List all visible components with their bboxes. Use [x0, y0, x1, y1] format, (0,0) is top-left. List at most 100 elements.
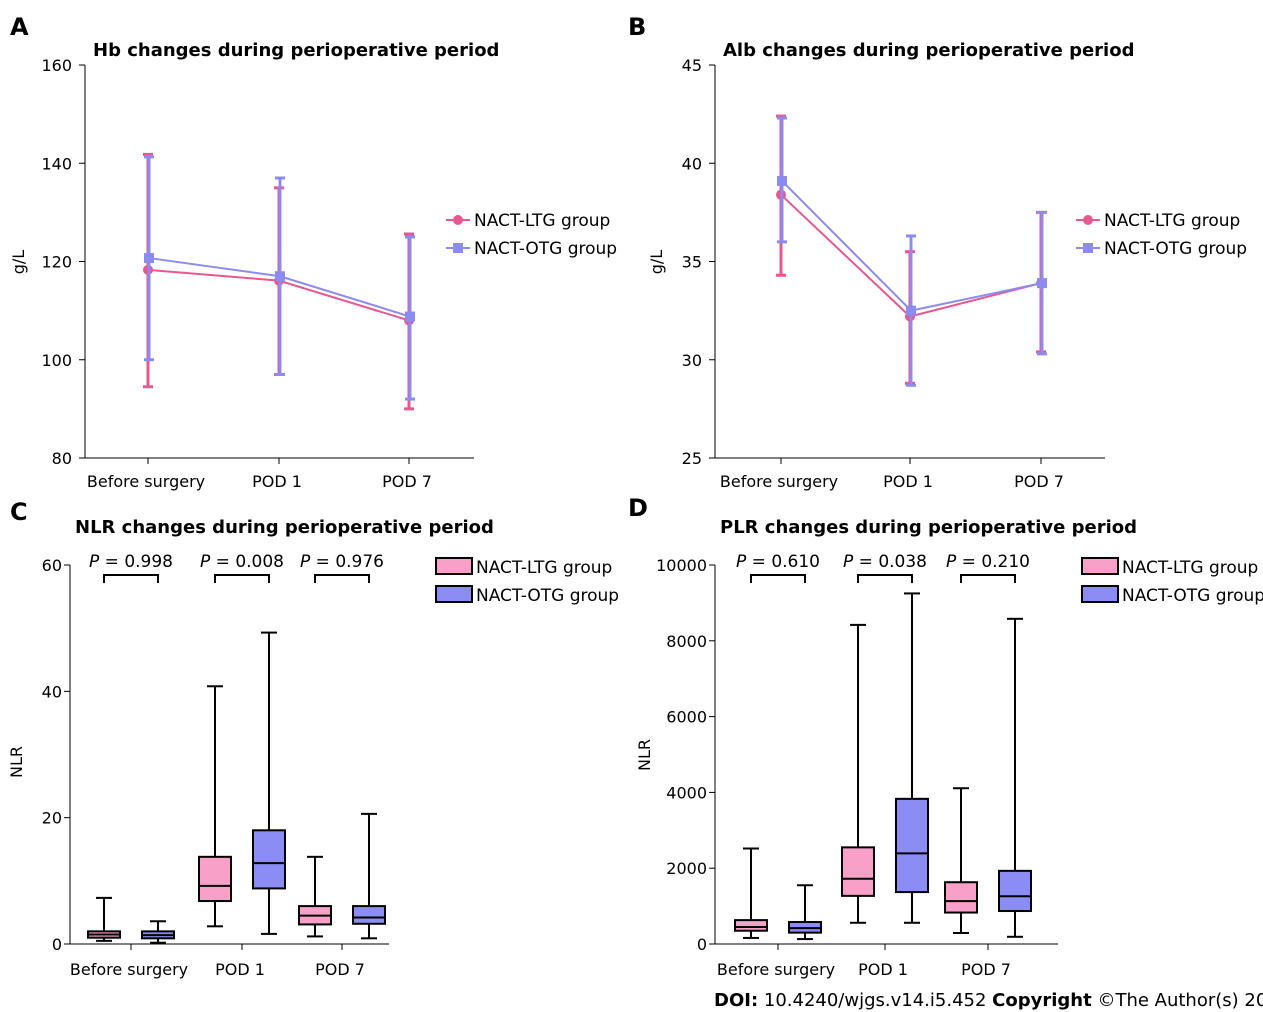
panel-d: D PLR changes during perioperative period…: [628, 494, 1263, 979]
legend-marker: [453, 243, 463, 253]
p-value-label: P = 0.976: [300, 552, 384, 572]
p-value-label: P = 0.210: [946, 552, 1030, 572]
y-tick-label: 45: [682, 56, 702, 75]
panel-letter: C: [10, 498, 28, 526]
significance-bracket: [960, 574, 1016, 583]
significance-bracket: [750, 574, 806, 583]
box: [944, 881, 978, 914]
legend-swatch: [435, 585, 473, 603]
y-axis-label: g/L: [9, 250, 28, 275]
x-tick-label: POD 1: [215, 960, 265, 979]
p-symbol: P: [200, 552, 211, 572]
x-tick-label: POD 1: [858, 960, 908, 979]
significance-bracket: [314, 574, 370, 583]
y-tick-label: 100: [41, 351, 72, 370]
data-point: [777, 175, 787, 186]
legend-swatch: [1081, 585, 1119, 603]
x-tick-label: Before surgery: [717, 960, 835, 979]
y-tick-label: 2000: [666, 859, 707, 878]
chart-title: PLR changes during perioperative period: [720, 517, 1137, 538]
y-axis-label: NLR: [7, 746, 26, 778]
panel-letter: D: [628, 494, 648, 522]
x-tick-label: POD 7: [382, 472, 432, 491]
y-tick-label: 25: [682, 449, 702, 468]
y-tick-label: 40: [42, 682, 62, 701]
y-tick-label: 40: [682, 154, 702, 173]
x-tick-label: POD 1: [883, 472, 933, 491]
y-tick-label: 4000: [666, 783, 707, 802]
x-tick-label: POD 1: [252, 472, 302, 491]
significance-bracket: [857, 574, 913, 583]
p-equals: =: [99, 552, 124, 572]
x-tick-label: POD 7: [1014, 472, 1064, 491]
p-equals: =: [310, 552, 335, 572]
legend-label: NACT-LTG group: [474, 211, 610, 231]
significance-bracket: [214, 574, 270, 583]
box: [252, 829, 286, 890]
data-point: [275, 271, 285, 282]
x-tick-label: POD 7: [315, 960, 365, 979]
box: [734, 919, 768, 932]
legend-label: NACT-LTG group: [1104, 211, 1240, 231]
p-value-label: P = 0.038: [843, 552, 927, 572]
copyright-label: Copyright: [992, 990, 1092, 1011]
p-symbol: P: [843, 552, 854, 572]
p-symbol: P: [946, 552, 957, 572]
y-tick-label: 80: [52, 449, 72, 468]
p-symbol: P: [89, 552, 100, 572]
box: [998, 869, 1032, 913]
data-point: [906, 305, 916, 316]
x-tick-label: POD 7: [961, 960, 1011, 979]
series-otg: [777, 116, 1047, 387]
footer-doi: DOI: 10.4240/wjgs.v14.i5.452 Copyright ©…: [714, 990, 1263, 1011]
panel-b: B Alb changes during perioperative period…: [628, 13, 1247, 491]
y-tick-label: 30: [682, 351, 702, 370]
legend-swatch: [1081, 557, 1119, 575]
x-tick-label: Before surgery: [720, 472, 838, 491]
p-equals: =: [746, 552, 771, 572]
p-value: 0.210: [981, 552, 1030, 572]
legend-label: NACT-LTG group: [476, 558, 612, 578]
panel-c: C NLR changes during perioperative period…: [7, 498, 619, 979]
panel-a: A Hb changes during perioperative period 8…: [9, 13, 617, 491]
legend-swatch: [435, 557, 473, 575]
series-ltg: [734, 623, 978, 939]
p-value: 0.998: [124, 552, 173, 572]
p-value: 0.610: [771, 552, 820, 572]
data-point: [144, 253, 154, 264]
p-symbol: P: [300, 552, 311, 572]
doi-value: 10.4240/wjgs.v14.i5.452: [763, 990, 987, 1011]
x-tick-label: Before surgery: [70, 960, 188, 979]
p-symbol: P: [736, 552, 747, 572]
y-tick-label: 0: [52, 935, 62, 954]
data-point: [1037, 278, 1047, 289]
y-tick-label: 60: [42, 556, 62, 575]
figure: A Hb changes during perioperative period 8…: [7, 13, 1263, 979]
x-tick-label: Before surgery: [87, 472, 205, 491]
legend-label: NACT-LTG group: [1122, 558, 1258, 578]
y-tick-label: 20: [42, 809, 62, 828]
y-tick-label: 120: [41, 253, 72, 272]
legend-marker: [453, 215, 463, 225]
legend-label: NACT-OTG group: [476, 586, 619, 606]
y-tick-label: 8000: [666, 632, 707, 651]
y-tick-label: 140: [41, 154, 72, 173]
series-otg: [144, 155, 415, 401]
chart-title: NLR changes during perioperative period: [75, 517, 494, 538]
y-axis-label: NLR: [635, 739, 654, 771]
y-tick-label: 10000: [656, 556, 707, 575]
p-value-label: P = 0.610: [736, 552, 820, 572]
y-tick-label: 35: [682, 253, 702, 272]
p-value: 0.038: [878, 552, 927, 572]
copyright-value: ©The Author(s) 2022.: [1097, 990, 1263, 1011]
panel-letter: B: [628, 13, 646, 41]
legend-label: NACT-OTG group: [474, 239, 617, 259]
y-axis-label: g/L: [647, 250, 666, 275]
chart-title: Alb changes during perioperative period: [723, 40, 1134, 61]
p-value: 0.008: [235, 552, 284, 572]
y-tick-label: 6000: [666, 708, 707, 727]
p-value-label: P = 0.008: [200, 552, 284, 572]
legend-marker: [1083, 215, 1093, 225]
box: [352, 905, 386, 925]
box: [895, 797, 929, 894]
